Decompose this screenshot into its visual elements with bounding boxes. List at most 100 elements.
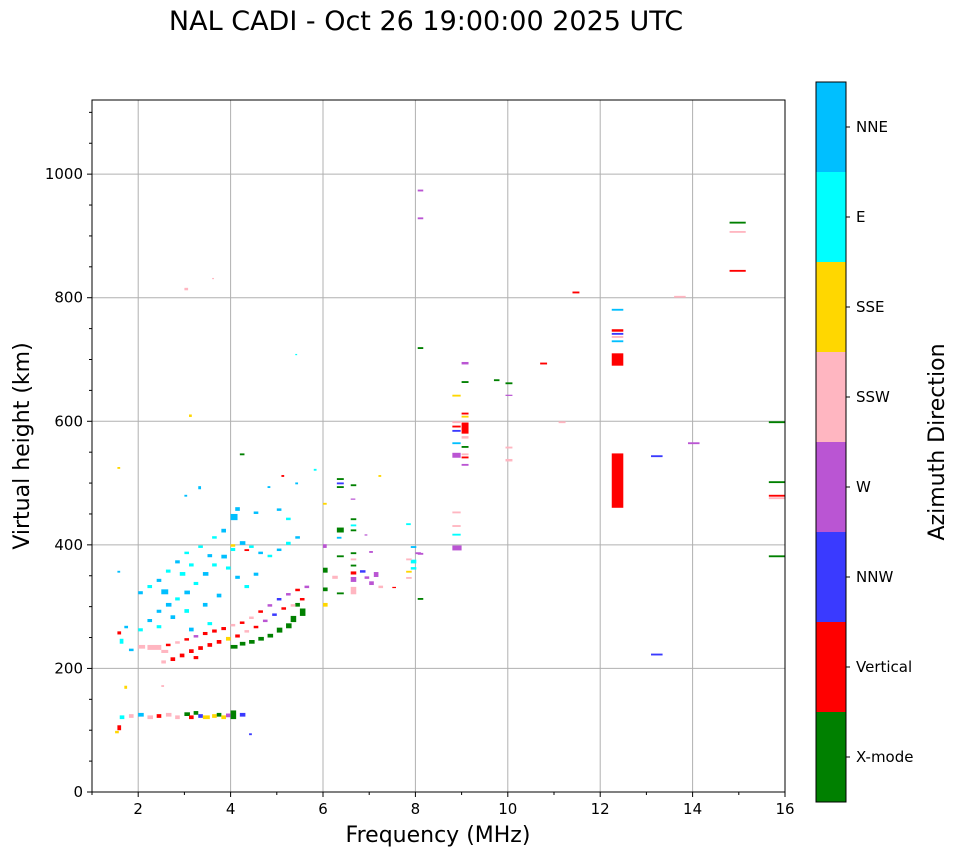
data-point xyxy=(179,572,186,576)
x-tick-label: 14 xyxy=(683,800,702,818)
data-point xyxy=(119,715,125,720)
data-point xyxy=(611,453,624,508)
x-tick-label: 2 xyxy=(133,800,143,818)
data-point xyxy=(290,615,297,623)
data-point xyxy=(184,551,190,555)
data-point xyxy=(461,463,469,466)
data-point xyxy=(611,308,624,311)
data-point xyxy=(332,575,338,579)
data-point xyxy=(161,649,169,653)
data-point xyxy=(189,649,194,653)
data-point xyxy=(244,585,250,589)
data-point xyxy=(128,648,134,652)
data-point xyxy=(281,475,285,477)
data-point xyxy=(674,295,686,298)
data-point xyxy=(611,332,624,335)
data-point xyxy=(461,412,469,415)
data-point xyxy=(225,636,231,641)
data-point xyxy=(267,486,271,489)
data-point xyxy=(350,576,357,582)
data-point xyxy=(452,545,462,551)
data-point xyxy=(505,394,513,396)
data-point xyxy=(452,533,461,536)
data-point xyxy=(461,453,469,456)
data-point xyxy=(410,546,417,548)
data-point xyxy=(299,608,306,616)
y-tick-label: 200 xyxy=(54,659,83,677)
data-point xyxy=(165,643,171,647)
colorbar-tick-label: Vertical xyxy=(856,658,912,676)
data-point xyxy=(179,653,185,658)
data-point xyxy=(147,585,153,589)
data-points xyxy=(115,189,785,736)
data-point xyxy=(216,593,222,598)
colorbar-segment xyxy=(816,532,846,622)
data-point xyxy=(452,452,461,458)
data-point xyxy=(281,607,287,610)
x-tick-label: 6 xyxy=(318,800,328,818)
data-point xyxy=(406,576,412,579)
data-point xyxy=(239,621,245,624)
data-point xyxy=(147,644,162,650)
data-point xyxy=(216,640,222,644)
data-point xyxy=(239,453,245,456)
data-point xyxy=(452,421,461,424)
data-point xyxy=(336,482,344,485)
data-point xyxy=(117,467,121,469)
colorbar-tick-label: NNW xyxy=(856,568,893,586)
data-point xyxy=(202,602,208,607)
data-point xyxy=(378,585,384,589)
data-point xyxy=(156,714,162,718)
data-point xyxy=(276,508,282,511)
data-point xyxy=(406,558,412,561)
data-point xyxy=(193,711,199,715)
data-point xyxy=(768,421,785,424)
data-point xyxy=(299,597,305,601)
data-point xyxy=(272,613,277,616)
data-point xyxy=(147,619,153,623)
data-point xyxy=(138,628,143,632)
data-point xyxy=(212,563,217,567)
data-point xyxy=(258,636,264,641)
data-point xyxy=(336,527,344,533)
y-axis-label: Virtual height (km) xyxy=(10,342,35,549)
chart-title: NAL CADI - Oct 26 19:00:00 2025 UTC xyxy=(168,6,684,37)
data-point xyxy=(350,571,357,575)
data-point xyxy=(235,507,240,511)
data-point xyxy=(295,602,300,607)
data-point xyxy=(117,631,122,635)
x-axis-label: Frequency (MHz) xyxy=(346,823,531,848)
colorbar-tick-label: SSW xyxy=(856,388,890,406)
data-point xyxy=(128,714,134,718)
data-point xyxy=(198,486,202,490)
x-tick-label: 16 xyxy=(775,800,794,818)
data-point xyxy=(452,511,461,514)
data-point xyxy=(165,712,172,717)
data-point xyxy=(350,552,357,555)
data-point xyxy=(175,597,180,601)
data-point xyxy=(558,421,566,424)
data-point xyxy=(729,230,746,233)
colorbar-label: Azimuth Direction xyxy=(925,343,950,540)
data-point xyxy=(253,511,259,514)
data-point xyxy=(262,619,268,623)
data-point xyxy=(267,633,274,638)
colorbar-segment xyxy=(816,82,846,172)
data-point xyxy=(258,610,263,613)
data-point xyxy=(323,587,328,592)
data-point xyxy=(286,623,292,629)
data-point xyxy=(235,575,240,579)
data-point xyxy=(202,715,210,720)
data-point xyxy=(410,559,417,564)
data-point xyxy=(239,641,246,646)
colorbar-tick-label: NNE xyxy=(856,118,888,136)
data-point xyxy=(452,425,461,428)
data-point xyxy=(221,627,226,631)
data-point xyxy=(119,638,124,644)
data-point xyxy=(189,715,194,720)
colorbar-segment xyxy=(816,622,846,712)
data-point xyxy=(225,566,231,570)
data-point xyxy=(193,581,199,586)
data-point xyxy=(369,581,374,586)
data-point xyxy=(364,534,368,536)
